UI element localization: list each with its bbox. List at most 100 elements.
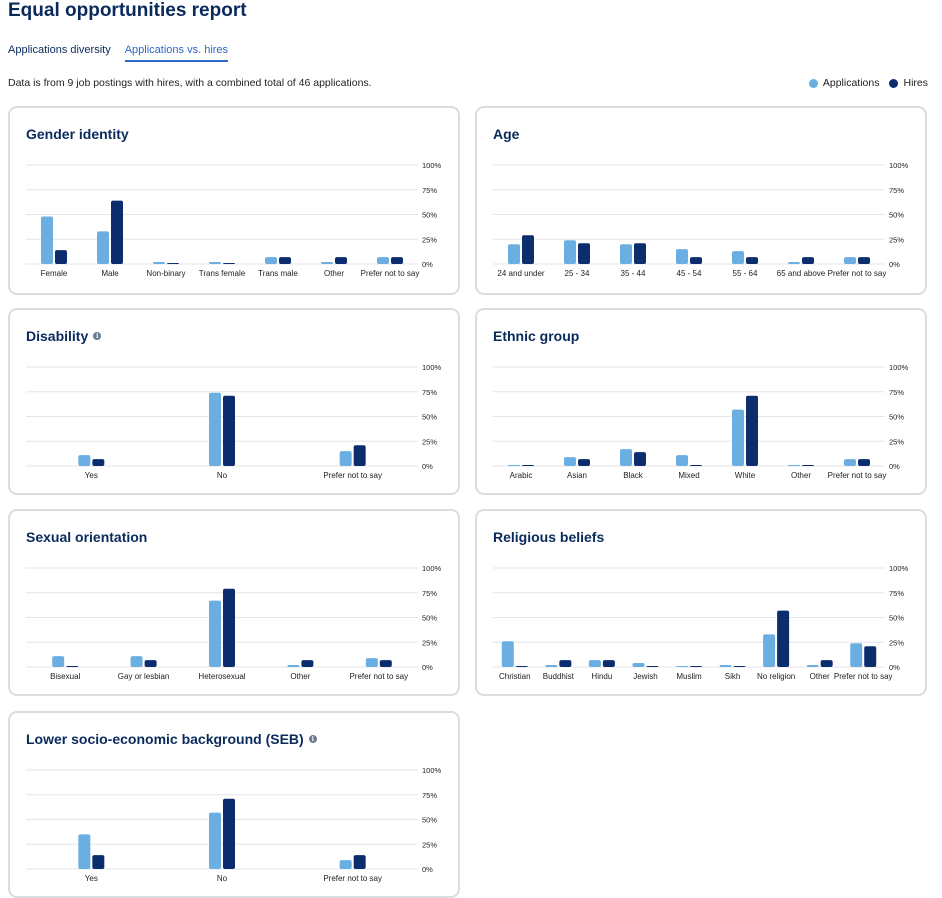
x-tick-label: Asian [567,471,587,480]
age-title: Age [493,126,519,142]
hires-bar [858,459,870,466]
hires-bar [353,855,366,869]
hires-bar [379,660,392,667]
y-tick-label: 100% [422,161,442,170]
seb-card: Lower socio-economic background (SEB) i 0… [8,711,460,898]
seb-title: Lower socio-economic background (SEB) i [26,731,317,747]
x-tick-label: Other [324,269,344,278]
hires-bar [353,445,366,466]
applications-bar [676,249,688,264]
hires-bar [634,243,646,264]
applications-bar [209,392,221,466]
hires-bar [167,263,179,264]
applications-bar [564,240,576,264]
x-tick-label: No religion [757,672,795,681]
y-tick-label: 25% [422,840,437,849]
hires-bar [144,660,157,667]
data-summary: Data is from 9 job postings with hires, … [8,77,372,89]
x-tick-label: Trans male [258,269,298,278]
y-tick-label: 75% [422,186,437,195]
hires-bar [802,465,814,466]
applications-bar [508,244,520,264]
x-tick-label: 35 - 44 [621,269,646,278]
x-tick-label: Non-binary [146,269,185,278]
gender-chart: 0% 25% 50% 75% 100% Female Male Non-binary Trans… [26,161,442,278]
hires-bar [55,250,67,264]
info-icon[interactable]: i [308,735,317,743]
applications-bar [788,465,800,466]
x-tick-label: Other [290,672,310,681]
applications-bar [130,656,143,667]
x-tick-label: 45 - 54 [677,269,702,278]
hires-bar [522,465,534,466]
x-tick-label: Other [791,471,811,480]
applications-bar [632,663,645,667]
applications-bar [365,658,378,667]
sexual-chart: 0% 25% 50% 75% 100% Bisexual Gay or lesbian Het… [26,564,442,681]
y-tick-label: 25% [889,638,904,647]
applications-bar [377,257,389,264]
x-tick-label: Prefer not to say [834,672,893,681]
y-tick-label: 100% [889,161,909,170]
hires-bar [223,588,235,667]
x-tick-label: Prefer not to say [323,874,382,883]
applications-bar [844,459,856,466]
x-tick-label: Black [623,471,644,480]
hires-bar [223,263,235,264]
y-tick-label: 50% [422,614,437,623]
applications-bar [732,409,744,466]
sexual-title-text: Sexual orientation [26,529,148,545]
applications-bar [508,465,520,466]
hires-bar [223,798,235,869]
info-icon[interactable]: i [93,332,102,340]
applications-dot-icon [808,78,818,88]
ethnic-title: Ethnic group [493,328,579,344]
x-tick-label: Prefer not to say [323,471,382,480]
hires-bar [578,243,590,264]
hires-bar [634,452,646,466]
legend-applications: Applications [808,77,880,89]
hires-bar [646,666,659,667]
applications-bar [78,455,91,466]
hires-bar [66,666,79,667]
x-tick-label: Male [101,269,119,278]
y-tick-label: 25% [422,638,437,647]
y-tick-label: 75% [422,791,437,800]
y-tick-label: 75% [422,589,437,598]
y-tick-label: 75% [889,186,904,195]
hires-bar [746,257,758,264]
legend-applications-label: Applications [822,77,880,89]
disability-title: Disability i [26,328,102,344]
religion-title-text: Religious beliefs [493,529,605,545]
hires-bar [690,666,702,667]
x-tick-label: Prefer not to say [828,471,887,480]
x-tick-label: Christian [499,672,531,681]
y-tick-label: 100% [889,564,909,573]
x-tick-label: Other [810,672,830,681]
y-tick-label: 100% [422,363,442,372]
applications-bar [806,665,819,667]
tab-applications-vs-hires[interactable]: Applications vs. hires [124,44,229,62]
hires-bar [858,257,870,264]
y-tick-label: 0% [889,462,900,471]
hires-bar [391,257,403,264]
applications-bar [676,455,688,466]
applications-bar [339,451,352,466]
y-tick-label: 75% [422,388,437,397]
y-tick-label: 75% [889,589,904,598]
y-tick-label: 75% [889,388,904,397]
applications-bar [501,641,514,667]
y-tick-label: 25% [889,437,904,446]
y-tick-label: 0% [889,663,900,672]
applications-bar [588,660,601,667]
y-tick-label: 100% [422,766,442,775]
x-tick-label: Muslim [676,672,702,681]
hires-bar [602,660,615,667]
page-title: Equal opportunities report [8,0,247,21]
hires-bar [690,257,702,264]
tab-applications-diversity[interactable]: Applications diversity [8,44,111,56]
x-tick-label: No [217,471,228,480]
age-card: Age 0% 25% 50% 75% 100% 24 and under 25 - 34 35… [475,106,927,295]
applications-bar [97,231,109,264]
x-tick-label: 55 - 64 [733,269,758,278]
